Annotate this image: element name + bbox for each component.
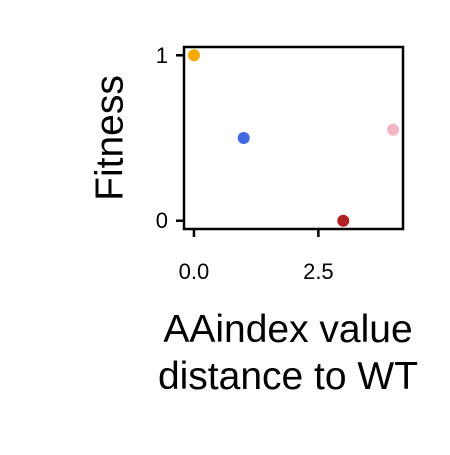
x-axis-title: AAindex value distance to WT: [158, 308, 418, 398]
data-point: [187, 49, 200, 62]
x-tick-label: 2.5: [303, 259, 334, 284]
data-point: [387, 123, 400, 136]
x-axis-title-line: AAindex value: [163, 308, 412, 351]
data-points: [187, 49, 400, 227]
x-axis-title-line: distance to WT: [158, 355, 418, 398]
x-tick-label: 0.0: [179, 259, 210, 284]
axis-labels: 0 1 0.0 2.5 Fitness AAindex value distance to …: [89, 43, 419, 398]
data-point: [237, 132, 250, 144]
y-axis-title: Fitness: [89, 75, 132, 201]
y-tick-label: 1: [156, 43, 168, 68]
axes: [176, 45, 405, 237]
plot-frame: [182, 45, 405, 231]
y-tick-label: 0: [156, 208, 168, 233]
data-point: [337, 214, 350, 227]
